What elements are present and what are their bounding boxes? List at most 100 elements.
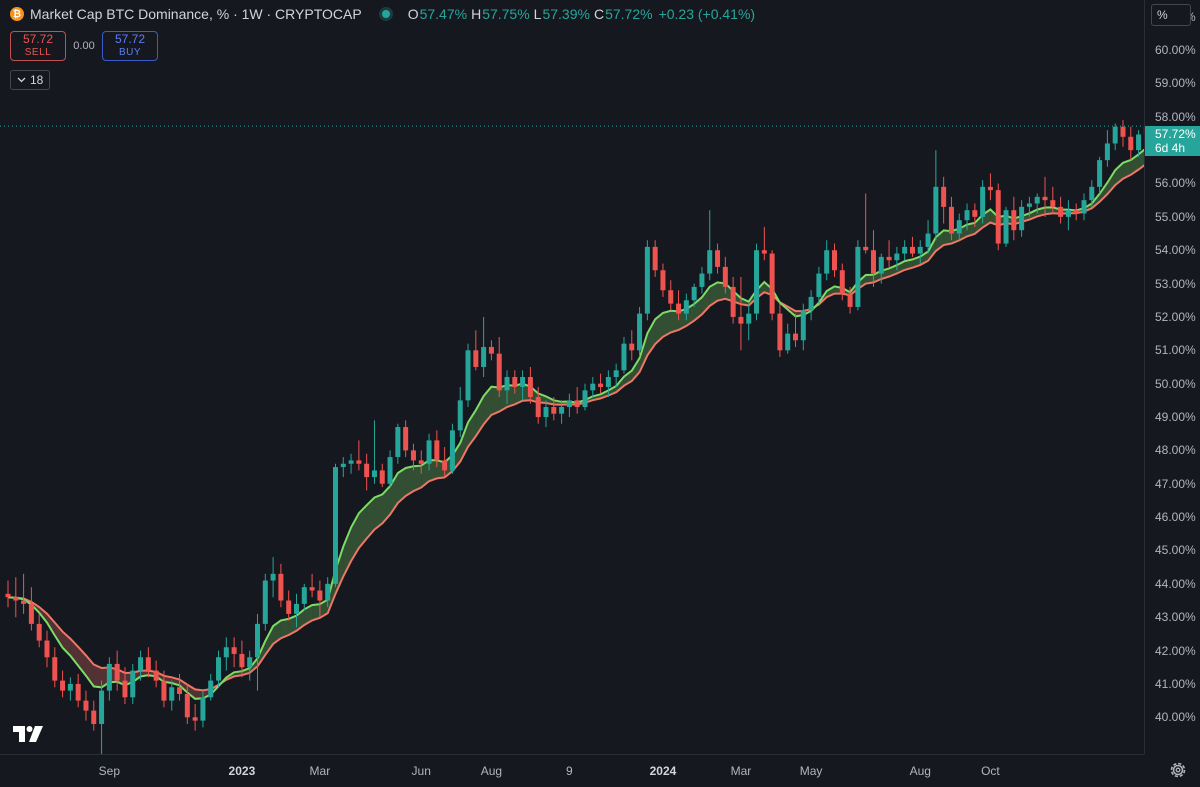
- candle-body: [115, 664, 120, 681]
- candle: [629, 330, 634, 360]
- candle-body: [926, 234, 931, 247]
- price-tick-label: 58.00%: [1155, 110, 1196, 124]
- candlestick-chart: [0, 0, 1144, 754]
- price-axis[interactable]: 40.00%41.00%42.00%43.00%44.00%45.00%46.0…: [1144, 0, 1200, 754]
- price-tick-label: 56.00%: [1155, 176, 1196, 190]
- close-value: 57.72%: [605, 6, 652, 22]
- candle-body: [918, 247, 923, 254]
- candle: [855, 240, 860, 310]
- candle-body: [1035, 197, 1040, 204]
- candle: [169, 681, 174, 711]
- market-status-icon[interactable]: [382, 10, 390, 18]
- candle: [21, 574, 26, 614]
- candle-body: [91, 711, 96, 724]
- candle: [1004, 207, 1009, 247]
- candle: [232, 637, 237, 667]
- candle-body: [606, 377, 611, 387]
- time-tick-label: Oct: [981, 764, 1000, 778]
- percent-scale-button[interactable]: %: [1151, 4, 1191, 26]
- candle-body: [520, 377, 525, 387]
- candle-body: [395, 427, 400, 457]
- candle-body: [1043, 197, 1048, 200]
- candle: [653, 240, 658, 277]
- candle: [380, 464, 385, 487]
- chevron-down-icon: [17, 77, 26, 83]
- candle: [193, 704, 198, 731]
- candle: [68, 677, 73, 700]
- candle: [1120, 120, 1125, 147]
- candle: [754, 244, 759, 321]
- candle: [302, 584, 307, 611]
- ma-ribbon-fill: [671, 311, 679, 333]
- candle-body: [910, 247, 915, 254]
- candle-body: [325, 584, 330, 601]
- candle: [481, 317, 486, 377]
- candle-body: [692, 287, 697, 300]
- candle: [466, 344, 471, 407]
- candle-body: [715, 250, 720, 267]
- candle: [590, 377, 595, 397]
- candle: [450, 424, 455, 474]
- candle-body: [286, 601, 291, 614]
- candle-body: [505, 377, 510, 390]
- bar-countdown: 6d 4h: [1155, 141, 1200, 155]
- candle: [271, 557, 276, 597]
- indicator-count: 18: [30, 73, 43, 87]
- candle: [29, 587, 34, 630]
- candle: [668, 280, 673, 310]
- candle: [1105, 130, 1110, 167]
- price-tick-label: 41.00%: [1155, 677, 1196, 691]
- candle: [247, 651, 252, 681]
- symbol-legend: ₿ Market Cap BTC Dominance, % · 1W · CRY…: [10, 6, 755, 22]
- candle-body: [263, 581, 268, 624]
- candle-body: [832, 250, 837, 270]
- candle-body: [848, 294, 853, 307]
- buy-button[interactable]: 57.72 BUY: [102, 31, 158, 61]
- candle-body: [801, 310, 806, 340]
- chart-area[interactable]: ₿ Market Cap BTC Dominance, % · 1W · CRY…: [0, 0, 1144, 754]
- candle-body: [653, 247, 658, 270]
- candle-body: [879, 257, 884, 274]
- candle: [621, 337, 626, 374]
- price-tick-label: 48.00%: [1155, 443, 1196, 457]
- candle: [699, 267, 704, 294]
- gear-icon[interactable]: [1168, 760, 1188, 780]
- candle-body: [37, 624, 42, 641]
- buy-label: BUY: [119, 46, 141, 59]
- candle-body: [777, 314, 782, 351]
- candle-body: [21, 601, 26, 604]
- candle-body: [559, 407, 564, 414]
- price-tick-label: 50.00%: [1155, 377, 1196, 391]
- candle-body: [52, 657, 57, 680]
- candle-body: [965, 210, 970, 220]
- price-tick-label: 45.00%: [1155, 543, 1196, 557]
- price-tick-label: 42.00%: [1155, 644, 1196, 658]
- symbol-title[interactable]: Market Cap BTC Dominance, % · 1W · CRYPT…: [30, 6, 362, 22]
- candle-body: [707, 250, 712, 273]
- candle: [996, 183, 1001, 250]
- candle-body: [1011, 210, 1016, 230]
- sell-button[interactable]: 57.72 SELL: [10, 31, 66, 61]
- candle-body: [239, 654, 244, 667]
- candle-body: [1050, 200, 1055, 207]
- candle-body: [1113, 127, 1118, 144]
- price-tick-label: 59.00%: [1155, 76, 1196, 90]
- buy-price: 57.72: [115, 33, 145, 46]
- candle-body: [887, 257, 892, 260]
- last-price-label: 57.72% 6d 4h: [1145, 126, 1200, 156]
- open-key: O: [408, 6, 419, 22]
- candle-body: [83, 701, 88, 711]
- candle-body: [44, 641, 49, 658]
- candle-body: [6, 594, 11, 597]
- candle: [660, 264, 665, 297]
- candle-body: [130, 671, 135, 698]
- candle-body: [785, 334, 790, 351]
- candle: [801, 304, 806, 351]
- candle: [458, 387, 463, 437]
- candle-body: [824, 250, 829, 273]
- candle-body: [481, 347, 486, 367]
- indicators-toggle-button[interactable]: 18: [10, 70, 50, 90]
- candle: [770, 250, 775, 320]
- candle-body: [645, 247, 650, 314]
